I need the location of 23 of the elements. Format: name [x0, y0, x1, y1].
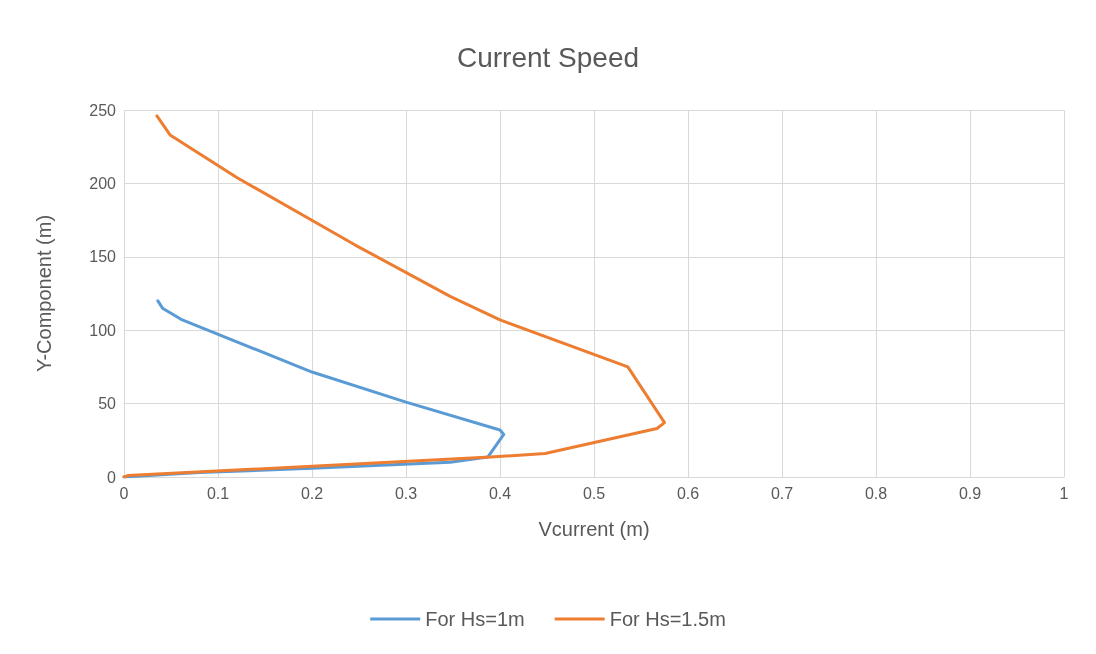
- x-tick-label: 0.3: [394, 484, 418, 502]
- chart-title: Current Speed: [456, 41, 640, 73]
- x-tick-label: 0.9: [958, 484, 982, 502]
- line-series: [122, 114, 666, 479]
- y-tick-label: 0: [107, 468, 117, 486]
- x-tick-label: 0.7: [770, 484, 794, 502]
- x-tick-label: 1: [1059, 484, 1069, 502]
- y-tick-label: 200: [89, 174, 117, 192]
- x-tick-label: 0.5: [582, 484, 606, 502]
- x-axis-title: Vcurrent (m): [538, 518, 650, 540]
- y-tick-label: 100: [89, 321, 117, 339]
- x-tick-label: 0.8: [864, 484, 888, 502]
- x-tick-label: 0.4: [488, 484, 512, 502]
- y-tick-label: 50: [98, 395, 117, 413]
- x-tick-label: 0.2: [300, 484, 324, 502]
- legend-label: For Hs=1m: [425, 608, 525, 630]
- x-tick-label: 0.6: [676, 484, 700, 502]
- x-tick-label: 0.1: [206, 484, 230, 502]
- x-tick-label: 0: [119, 484, 129, 502]
- y-tick-label: 150: [89, 248, 117, 266]
- y-tick-label: 250: [89, 101, 117, 119]
- legend-label: For Hs=1.5m: [609, 608, 726, 630]
- y-axis-title: Y-Component (m): [33, 214, 55, 373]
